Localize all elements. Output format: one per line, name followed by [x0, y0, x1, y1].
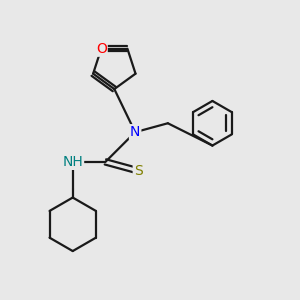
Text: NH: NH — [62, 155, 83, 169]
Text: N: N — [130, 125, 140, 139]
Text: O: O — [96, 42, 107, 56]
Text: S: S — [134, 164, 142, 178]
